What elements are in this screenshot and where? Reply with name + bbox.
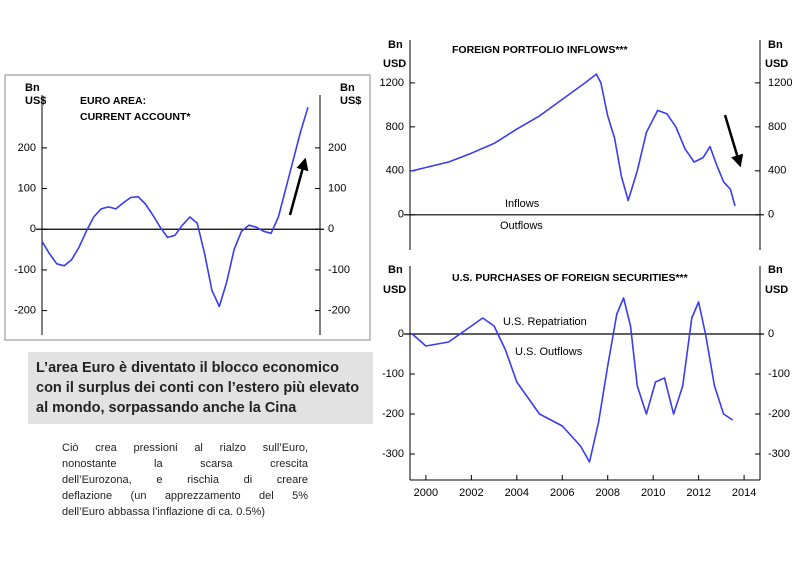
x-tick-label: 2008: [595, 487, 619, 499]
y-tick-label: -100: [382, 368, 404, 380]
x-tick-label: 2004: [505, 487, 529, 499]
y-tick-label: 0: [768, 209, 774, 221]
text-line: con il surplus dei conti con l’estero pi…: [36, 380, 360, 396]
y-unit: USD: [765, 58, 788, 70]
y-unit: USD: [383, 284, 406, 296]
y-tick-label: -300: [768, 448, 790, 460]
data-line: [41, 106, 309, 308]
y-tick-label: 200: [18, 142, 36, 154]
x-tick-label: 2014: [732, 487, 756, 499]
y-unit: USD: [765, 284, 788, 296]
annotation: U.S. Outflows: [515, 346, 583, 358]
chart-frame: [4, 74, 371, 341]
y-tick-label: -100: [14, 264, 36, 276]
y-tick-label: 100: [18, 182, 36, 194]
y-unit: US$: [25, 95, 46, 107]
y-unit: Bn: [388, 264, 403, 276]
annotation: Outflows: [500, 220, 543, 232]
text-line: Ciò crea pressioni al rialzo sull’Euro,: [62, 442, 308, 454]
arrow: [288, 157, 309, 216]
y-tick-label: 100: [328, 182, 346, 194]
text-line: L’area Euro è diventato il blocco econom…: [36, 360, 339, 376]
y-tick-label: -100: [768, 368, 790, 380]
y-unit: Bn: [768, 39, 783, 51]
text-line: nonostante la scarsa crescita: [62, 458, 308, 470]
y-tick-label: -200: [768, 408, 790, 420]
y-tick-label: 1200: [380, 77, 404, 89]
y-tick-label: 0: [30, 223, 36, 235]
text-line: deflazione (un apprezzamento del 5%: [62, 490, 308, 502]
x-tick-label: 2006: [550, 487, 574, 499]
data-line: [411, 297, 734, 463]
y-tick-label: 800: [768, 121, 786, 133]
chart-title: U.S. PURCHASES OF FOREIGN SECURITIES***: [452, 272, 689, 284]
text-line: dell’Eurozona, e rischia di creare: [62, 474, 308, 486]
y-tick-label: 0: [398, 328, 404, 340]
y-tick-label: 0: [768, 328, 774, 340]
data-line: [412, 73, 736, 207]
y-unit: Bn: [388, 39, 403, 51]
arrow: [723, 114, 744, 168]
x-tick-label: 2012: [686, 487, 710, 499]
annotation: Inflows: [505, 198, 540, 210]
y-tick-label: -200: [382, 408, 404, 420]
y-tick-label: 400: [386, 165, 404, 177]
y-tick-label: -200: [328, 304, 350, 316]
text-line: dell’Euro abbassa l’inflazione di ca. 0.…: [62, 506, 266, 518]
x-tick-label: 2000: [414, 487, 438, 499]
y-tick-label: 1200: [768, 77, 792, 89]
y-unit: USD: [383, 58, 406, 70]
y-unit: Bn: [25, 82, 40, 94]
callout: L’area Euro è diventato il blocco econom…: [28, 352, 373, 424]
y-tick-label: 800: [386, 121, 404, 133]
y-tick-label: 400: [768, 165, 786, 177]
chart-title: FOREIGN PORTFOLIO INFLOWS***: [452, 44, 628, 56]
text-line: al mondo, sorpassando anche la Cina: [36, 400, 297, 416]
y-tick-label: -100: [328, 264, 350, 276]
y-tick-label: -200: [14, 304, 36, 316]
annotation: U.S. Repatriation: [503, 316, 587, 328]
chart-subtitle: CURRENT ACCOUNT*: [80, 111, 191, 123]
chart-title: EURO AREA:: [80, 95, 146, 107]
y-unit: Bn: [768, 264, 783, 276]
y-tick-label: 0: [398, 209, 404, 221]
y-tick-label: 0: [328, 223, 334, 235]
y-tick-label: -300: [382, 448, 404, 460]
note: Ciò crea pressioni al rialzo sull’Euro, n…: [62, 440, 308, 520]
y-unit: US$: [340, 95, 361, 107]
x-tick-label: 2010: [641, 487, 665, 499]
x-tick-label: 2002: [459, 487, 483, 499]
y-tick-label: 200: [328, 142, 346, 154]
y-unit: Bn: [340, 82, 355, 94]
